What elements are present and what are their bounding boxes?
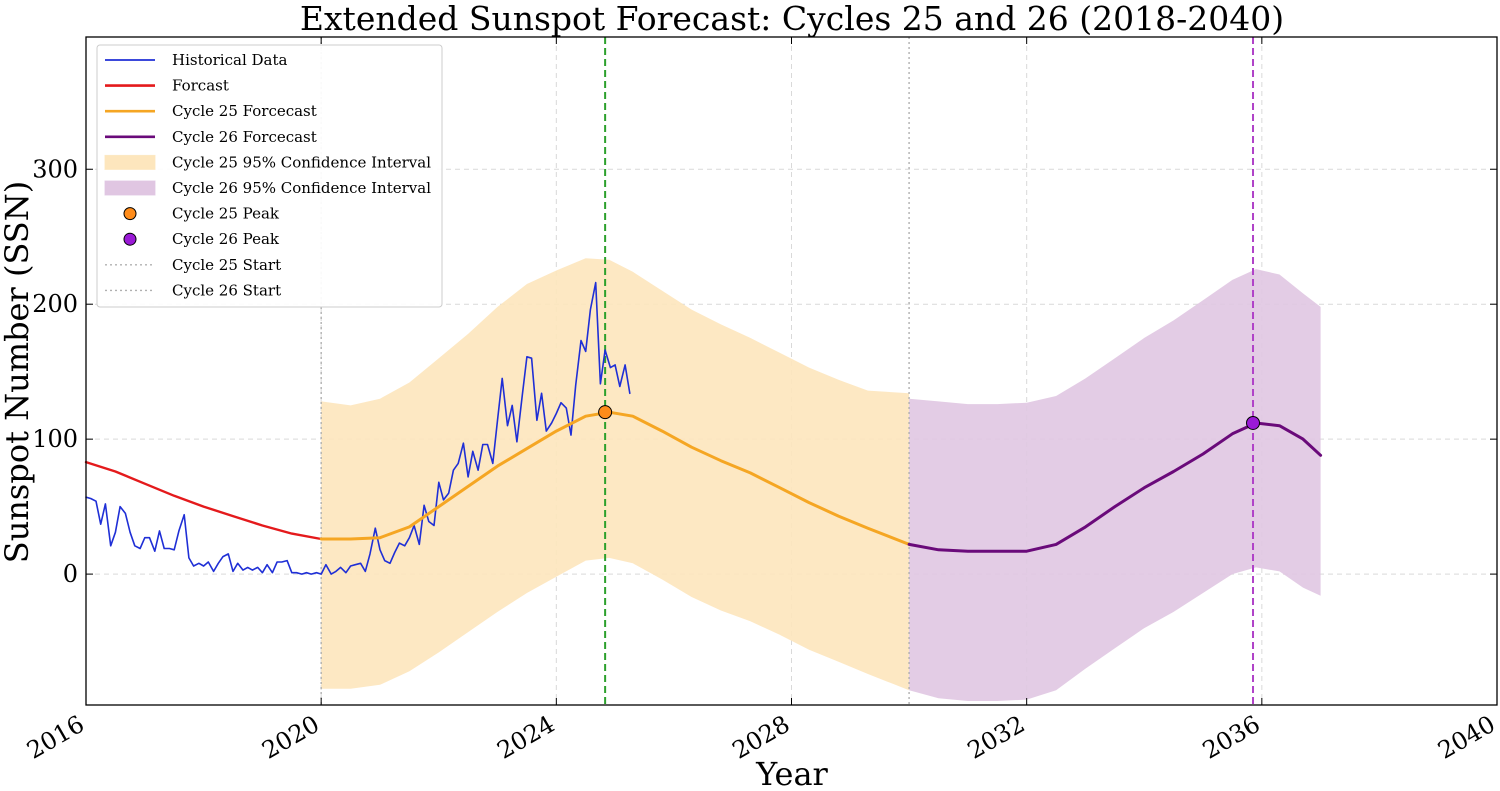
confidence-bands <box>321 258 1321 701</box>
legend-swatch-cycle-26-95-confidence-interval <box>104 180 156 196</box>
y-tick-label-0: 0 <box>63 560 78 588</box>
chart-title: Extended Sunspot Forecast: Cycles 25 and… <box>300 0 1284 38</box>
legend-entry-forcast: Forcast <box>105 77 229 95</box>
x-tick-label-2036: 2036 <box>1198 710 1265 765</box>
cycle-25-peak-marker <box>598 405 613 420</box>
forcast-line <box>84 460 323 541</box>
legend-entry-cycle-25-95-confidence-interval: Cycle 25 95% Confidence Interval <box>104 153 431 171</box>
legend-swatch-cycle-25-95-confidence-interval <box>104 154 156 170</box>
historical-data-line <box>85 281 631 575</box>
legend-label-forcast: Forcast <box>172 77 229 95</box>
legend-box <box>96 44 443 308</box>
y-axis-label: Sunspot Number (SSN) <box>0 181 36 563</box>
reference-lines <box>320 37 1255 705</box>
legend-label-historical-data: Historical Data <box>172 51 288 69</box>
legend-entry-historical-data: Historical Data <box>105 51 288 69</box>
cycle-26-forcecast-line <box>907 421 1323 553</box>
legend-swatch-cycle-25-peak <box>123 207 137 221</box>
legend-entry-cycle-26-peak: Cycle 26 Peak <box>123 230 280 248</box>
y-tick-label-300: 300 <box>32 155 78 183</box>
legend-label-cycle-26-forcecast: Cycle 26 Forcecast <box>172 128 317 146</box>
cycle-25-95-confidence-interval-band <box>321 258 910 691</box>
x-axis-label: Year <box>755 755 828 791</box>
legend-label-cycle-25-peak: Cycle 25 Peak <box>172 205 280 223</box>
y-tick-label-100: 100 <box>32 425 78 453</box>
legend-label-cycle-26-peak: Cycle 26 Peak <box>172 230 280 248</box>
x-tick-label-2016: 2016 <box>22 710 89 765</box>
legend-label-cycle-26-95-confidence-interval: Cycle 26 95% Confidence Interval <box>172 179 431 197</box>
x-tick-label-2024: 2024 <box>492 710 559 765</box>
legend-swatch-cycle-26-peak <box>123 232 137 246</box>
peak-markers <box>598 405 1261 430</box>
legend-label-cycle-25-start: Cycle 25 Start <box>172 256 281 274</box>
x-tick-label-2032: 2032 <box>963 710 1030 765</box>
legend-label-cycle-25-95-confidence-interval: Cycle 25 95% Confidence Interval <box>172 153 431 171</box>
legend-label-cycle-25-forcecast: Cycle 25 Forcecast <box>172 102 317 120</box>
cycle-26-95-confidence-interval-band <box>909 269 1321 701</box>
legend-entry-cycle-25-peak: Cycle 25 Peak <box>123 205 280 223</box>
cycle-26-peak-marker <box>1246 415 1261 430</box>
legend-entry-cycle-26-95-confidence-interval: Cycle 26 95% Confidence Interval <box>104 179 431 197</box>
legend-entry-cycle-25-start: Cycle 25 Start <box>105 256 281 274</box>
legend-entry-cycle-25-forcecast: Cycle 25 Forcecast <box>105 102 317 120</box>
x-tick-label-2020: 2020 <box>257 710 324 765</box>
legend-label-cycle-26-start: Cycle 26 Start <box>172 281 281 299</box>
y-tick-label-200: 200 <box>32 290 78 318</box>
legend: Historical Data Forcast Cycle 25 Forcecast… <box>96 44 443 308</box>
legend-entry-cycle-26-start: Cycle 26 Start <box>105 281 281 299</box>
legend-entry-cycle-26-forcecast: Cycle 26 Forcecast <box>105 128 317 146</box>
x-tick-label-2040: 2040 <box>1433 710 1500 765</box>
